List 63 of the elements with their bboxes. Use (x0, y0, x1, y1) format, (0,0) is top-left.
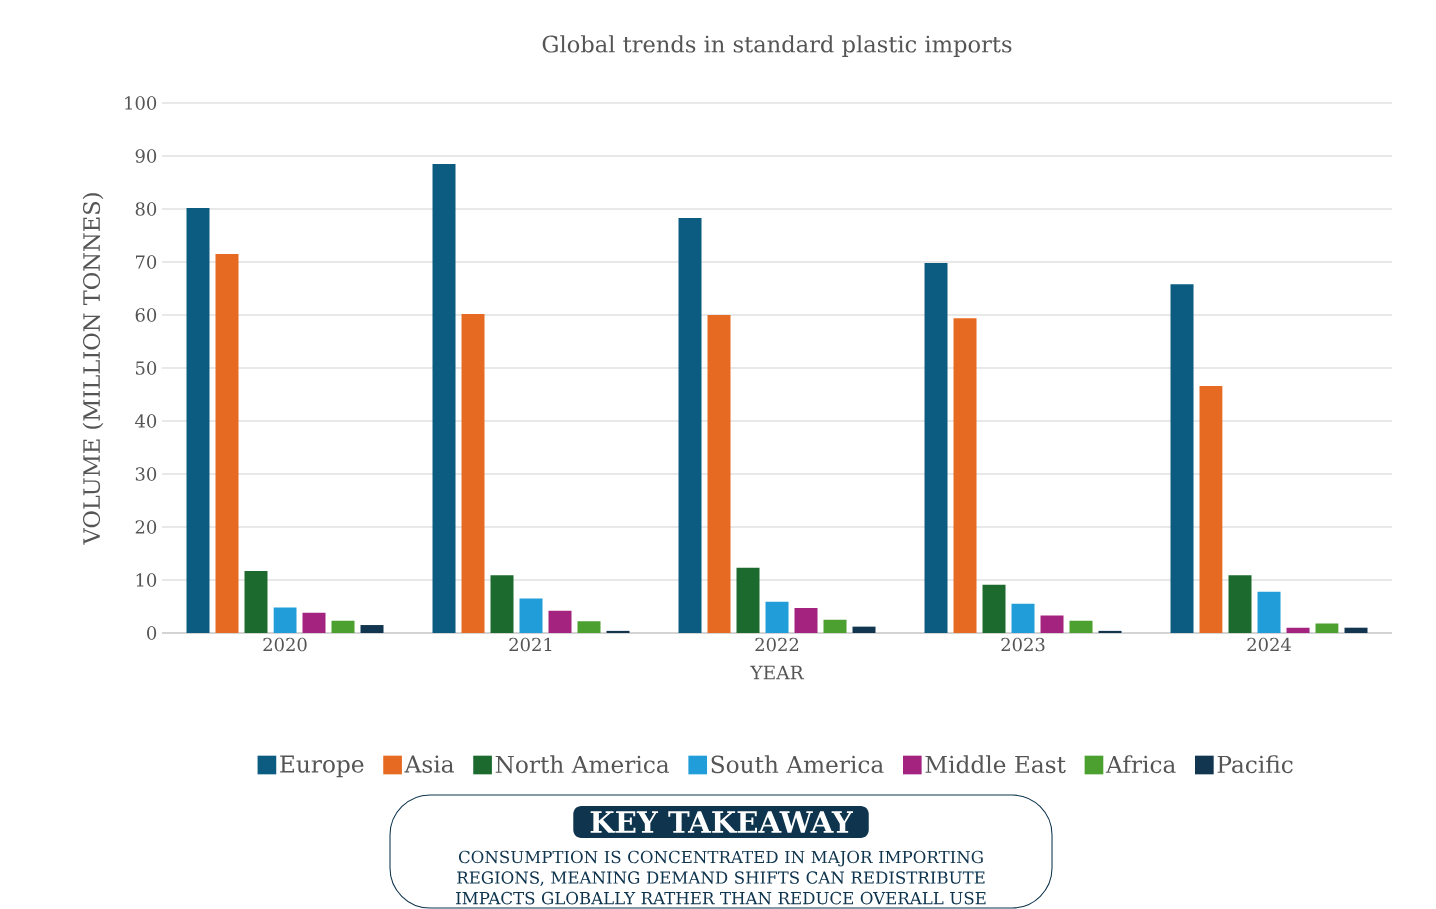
y-tick-label: 80 (135, 202, 157, 216)
bar (1199, 386, 1223, 633)
bar (302, 612, 326, 633)
x-tick-label: 2021 (509, 637, 552, 652)
y-tick-label: 30 (135, 467, 157, 481)
bar (1228, 575, 1252, 633)
bar (548, 610, 572, 633)
legend-label: Pacific (1217, 755, 1293, 774)
bar (1315, 623, 1339, 633)
bar (432, 163, 456, 633)
bar (678, 218, 702, 633)
y-tick-label: 40 (135, 414, 157, 428)
bar (924, 263, 948, 633)
bar (794, 608, 818, 633)
bar (1040, 615, 1064, 633)
y-tick-label: 50 (136, 361, 157, 375)
legend-label: Asia (404, 755, 454, 773)
bar (577, 621, 601, 633)
text: KEY TAKEAWAY (590, 811, 854, 833)
bar (852, 626, 876, 633)
bar (707, 314, 731, 633)
bar (1170, 284, 1194, 633)
bar (1069, 620, 1093, 633)
y-tick-label: 20 (135, 520, 157, 534)
y-tick-label: 10 (136, 573, 157, 587)
legend-label: Europe (280, 755, 364, 778)
bar (953, 318, 977, 633)
text: CONSUMPTION IS CONCENTRATED IN MAJOR IMPORTING REGIONS, MEANING DEMAND SHIFTS CAN REDISTRIBUTE IMPACTS GLOBALLY RATHER THAN REDUCE OVERALL USE (456, 850, 986, 905)
y-tick-label: 100 (125, 96, 157, 110)
bar (1257, 591, 1281, 633)
y-tick-label: 60 (135, 308, 157, 322)
bar (736, 567, 760, 633)
bar (606, 630, 630, 633)
x-tick-label: 2023 (1001, 637, 1045, 652)
x-tick-label: 2024 (1247, 637, 1291, 652)
bar (461, 313, 485, 633)
bar (186, 207, 210, 633)
y-tick-label: 90 (135, 149, 157, 163)
bar (823, 619, 847, 633)
bar (490, 575, 514, 633)
bar (360, 625, 384, 633)
bar (982, 584, 1006, 633)
bar (519, 598, 543, 633)
bar (331, 620, 355, 633)
bar (244, 570, 268, 633)
bar (1011, 603, 1035, 633)
bar (1286, 627, 1310, 633)
bar (1344, 627, 1368, 633)
legend-label: Middle East (925, 755, 1066, 774)
bar (1098, 630, 1122, 633)
bar (215, 254, 239, 633)
x-axis-title: YEAR (750, 665, 805, 680)
legend-label: North America (495, 755, 670, 774)
x-tick-label: 2020 (263, 637, 307, 652)
legend-label: South America (711, 755, 884, 774)
x-tick-label: 2022 (755, 637, 799, 652)
legend-label: Africa (1105, 755, 1176, 774)
y-tick-label: 0 (147, 626, 157, 640)
bar (765, 601, 789, 633)
y-axis-title: VOLUME (MILLION TONNES) (82, 193, 104, 545)
chart-title: Global trends in standard plastic imports (542, 35, 1012, 57)
y-tick-label: 70 (135, 255, 157, 269)
bar (273, 607, 297, 633)
